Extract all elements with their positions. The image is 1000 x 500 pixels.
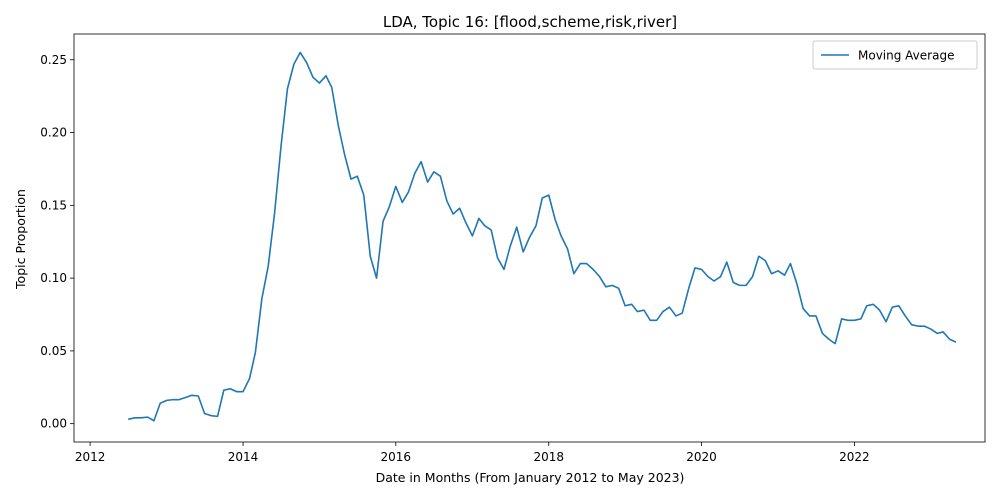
y-axis-label: Topic Proportion (13, 189, 28, 290)
y-tick-label: 0.25 (40, 53, 67, 67)
chart-title: LDA, Topic 16: [flood,scheme,risk,river] (383, 13, 677, 31)
x-tick-label: 2012 (75, 450, 106, 464)
legend-box (812, 40, 978, 70)
x-tick-label: 2018 (533, 450, 564, 464)
y-tick-label: 0.15 (40, 198, 67, 212)
plot-area: 2012 2014 2016 2018 2020 2022 0.00 0.05 0.10 0.15… (40, 33, 986, 464)
y-tick-label: 0.00 (40, 417, 67, 431)
x-tick-label: 2020 (686, 450, 717, 464)
y-tick-label: 0.20 (40, 126, 67, 140)
plot-frame (73, 33, 986, 443)
x-tick-label: 2022 (839, 450, 870, 464)
legend-label-moving-average: Moving Average (858, 49, 954, 63)
y-tick-label: 0.10 (40, 271, 67, 285)
y-tick-label: 0.05 (40, 344, 67, 358)
x-axis-label: Date in Months (From January 2012 to May… (376, 470, 685, 485)
x-tick-label: 2014 (228, 450, 259, 464)
series-line-moving-average (128, 51, 957, 422)
x-tick-label: 2016 (381, 450, 412, 464)
